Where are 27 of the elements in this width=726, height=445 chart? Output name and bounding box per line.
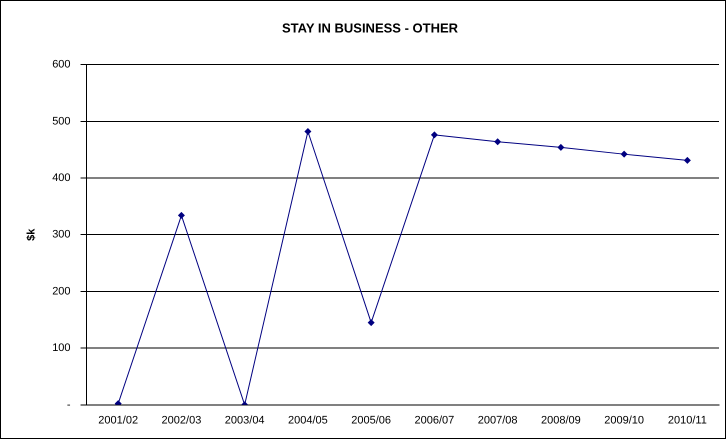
- point: [557, 144, 564, 151]
- y-tick-label: 300: [52, 228, 71, 241]
- x-tick-label: 2001/02: [98, 414, 138, 426]
- y-tick-label: 400: [52, 172, 71, 184]
- x-tick-label: 2008/09: [541, 414, 581, 426]
- x-tick-label: 2007/08: [478, 414, 518, 426]
- x-tick-label: 2010/11: [668, 414, 707, 426]
- y-axis-title: $k: [26, 228, 38, 241]
- chart-title: STAY IN BUSINESS - OTHER: [282, 20, 459, 36]
- x-tick-label: 2004/05: [288, 414, 328, 426]
- point: [684, 156, 691, 164]
- x-tick-label: 2009/10: [604, 414, 644, 426]
- y-tick-label: 200: [52, 285, 71, 298]
- y-tick-label: 100: [52, 342, 71, 354]
- x-tick-label: 2002/03: [162, 414, 202, 426]
- point: [430, 131, 438, 138]
- point: [304, 128, 312, 136]
- point: [178, 212, 185, 219]
- x-tick-label: 2003/04: [224, 414, 265, 426]
- point: [620, 150, 628, 158]
- x-tick-label: 2006/07: [414, 414, 454, 426]
- y-tick-label: -: [66, 398, 71, 411]
- point: [494, 138, 502, 146]
- x-tick-label: 2005/06: [351, 414, 392, 426]
- point: [368, 319, 375, 326]
- y-tick-label: 600: [52, 58, 71, 71]
- y-tick-label: 500: [52, 115, 71, 128]
